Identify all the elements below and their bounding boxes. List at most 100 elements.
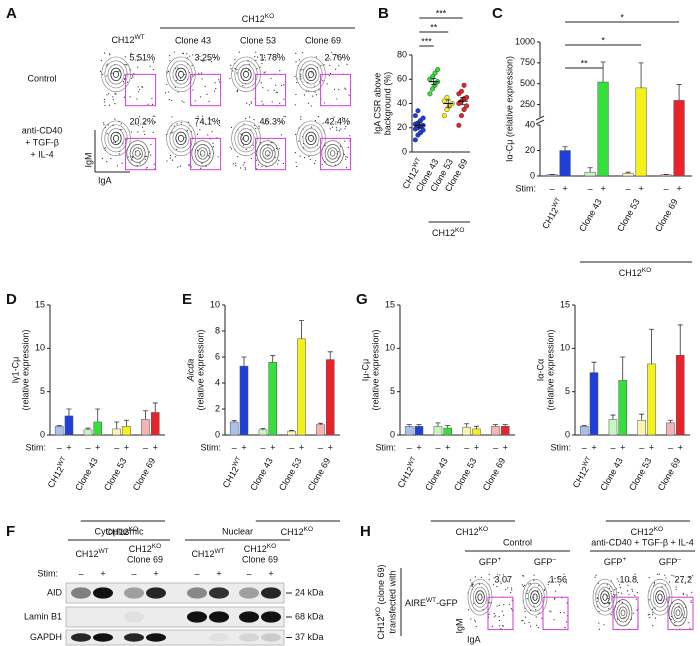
- y-tick-label: 0: [530, 170, 535, 180]
- event-dot: [533, 605, 535, 607]
- event-dot: [320, 64, 322, 67]
- event-dot: [510, 607, 513, 610]
- superscript: KO: [375, 607, 382, 616]
- stim-sign: +: [649, 442, 654, 452]
- event-dot: [143, 130, 145, 132]
- gate-header: GFP–: [659, 556, 682, 567]
- event-dot: [263, 72, 265, 74]
- data-point: [461, 82, 467, 88]
- bar: [404, 426, 414, 436]
- stim-sign: +: [270, 442, 275, 452]
- event-dot: [275, 84, 277, 86]
- event-dot: [283, 115, 285, 118]
- y-tick-label: 40: [525, 119, 535, 129]
- bar: [229, 421, 239, 436]
- event-dot: [236, 89, 238, 91]
- superscript: KO: [265, 13, 274, 20]
- event-dot: [187, 121, 190, 123]
- x-axis-label: IgA: [467, 634, 481, 644]
- event-dot: [114, 141, 117, 143]
- event-dot: [166, 83, 168, 86]
- event-dot: [235, 162, 237, 164]
- bar: [83, 429, 93, 436]
- blot-label: Lamin B1: [24, 611, 62, 621]
- contour: [126, 140, 149, 167]
- event-dot: [171, 132, 173, 134]
- superscript: WT: [411, 157, 422, 169]
- event-dot: [689, 576, 691, 579]
- contour: [237, 128, 255, 149]
- event-dot: [137, 86, 139, 88]
- event-dot: [234, 67, 236, 70]
- event-dot: [112, 96, 114, 98]
- error-bar: [445, 425, 451, 429]
- event-dot: [201, 162, 203, 164]
- event-dot: [689, 627, 691, 629]
- contour: [324, 144, 341, 163]
- lane-label: CH12KO: [244, 543, 276, 554]
- data-point: [456, 122, 462, 128]
- event-dot: [564, 626, 566, 629]
- gate-percent: 3.25%: [194, 52, 220, 62]
- superscript: WT: [426, 597, 436, 604]
- event-dot: [549, 610, 551, 612]
- event-dot: [491, 625, 494, 627]
- event-dot: [186, 57, 189, 59]
- event-dot: [136, 98, 138, 100]
- contour: [113, 134, 119, 142]
- event-dot: [627, 584, 629, 587]
- stim-label: Stim:: [25, 442, 46, 452]
- band: [261, 587, 281, 599]
- bar: [472, 428, 481, 436]
- event-dot: [271, 101, 273, 103]
- event-dot: [345, 167, 348, 169]
- column-group-header: CH12KO: [242, 13, 274, 24]
- event-dot: [684, 616, 686, 619]
- event-dot: [129, 96, 131, 98]
- event-dot: [259, 66, 261, 68]
- event-dot: [346, 63, 348, 65]
- event-dot: [261, 165, 263, 168]
- event-dot: [294, 75, 296, 77]
- x-tick-label: Clone 43: [577, 197, 604, 233]
- event-dot: [607, 595, 609, 597]
- event-dot: [130, 77, 132, 79]
- band: [124, 633, 144, 642]
- event-dot: [510, 587, 513, 589]
- event-dot: [205, 124, 207, 126]
- bar: [673, 100, 685, 177]
- event-dot: [498, 604, 500, 606]
- event-dot: [201, 115, 204, 117]
- event-dot: [212, 142, 214, 144]
- event-dot: [530, 625, 532, 627]
- event-dot: [314, 160, 317, 162]
- event-dot: [498, 619, 501, 622]
- event-dot: [259, 54, 261, 56]
- y-tick-label: 10: [35, 343, 45, 353]
- bar: [622, 173, 634, 177]
- bar: [608, 419, 618, 436]
- superscript: WT: [551, 197, 562, 209]
- superscript: WT: [231, 456, 242, 468]
- x-tick-label: Clone 43: [248, 456, 275, 492]
- error-bar: [114, 421, 120, 429]
- event-dot: [197, 115, 199, 117]
- event-dot: [248, 104, 251, 106]
- event-dot: [299, 155, 301, 157]
- error-bar: [445, 99, 451, 108]
- text-part: GFP: [479, 557, 498, 567]
- event-dot: [603, 624, 605, 626]
- superscript: WT: [581, 456, 592, 468]
- event-dot: [626, 590, 629, 592]
- event-dot: [258, 127, 260, 129]
- gate: [190, 137, 222, 171]
- event-dot: [126, 81, 129, 83]
- event-dot: [634, 594, 636, 597]
- event-dot: [267, 154, 269, 156]
- event-dot: [146, 166, 148, 169]
- group-label: CH12KO: [281, 526, 313, 537]
- lane-label: CH12WT: [75, 548, 108, 559]
- stim-sign: –: [260, 442, 265, 452]
- bar: [297, 338, 306, 436]
